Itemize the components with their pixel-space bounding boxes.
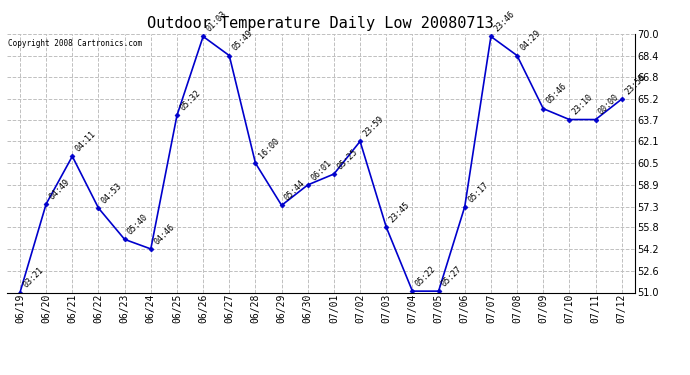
Text: 23:46: 23:46 bbox=[492, 10, 516, 34]
Text: Copyright 2008 Cartronics.com: Copyright 2008 Cartronics.com bbox=[8, 39, 142, 48]
Text: 05:32: 05:32 bbox=[178, 88, 202, 112]
Text: 05:46: 05:46 bbox=[544, 82, 569, 106]
Text: 04:11: 04:11 bbox=[74, 129, 98, 153]
Text: 06:01: 06:01 bbox=[309, 158, 333, 182]
Text: 05:22: 05:22 bbox=[414, 264, 438, 288]
Text: 05:17: 05:17 bbox=[466, 180, 490, 204]
Text: 05:49: 05:49 bbox=[230, 29, 255, 53]
Text: 01:03: 01:03 bbox=[204, 10, 228, 34]
Text: 23:58: 23:58 bbox=[623, 72, 647, 96]
Text: 23:10: 23:10 bbox=[571, 93, 595, 117]
Text: 05:25: 05:25 bbox=[335, 147, 359, 171]
Text: 03:21: 03:21 bbox=[21, 266, 46, 290]
Title: Outdoor Temperature Daily Low 20080713: Outdoor Temperature Daily Low 20080713 bbox=[148, 16, 494, 31]
Text: 00:00: 00:00 bbox=[597, 93, 621, 117]
Text: 05:44: 05:44 bbox=[283, 178, 307, 203]
Text: 23:59: 23:59 bbox=[362, 114, 386, 138]
Text: 04:46: 04:46 bbox=[152, 222, 176, 246]
Text: 16:00: 16:00 bbox=[257, 136, 281, 160]
Text: 05:27: 05:27 bbox=[440, 264, 464, 288]
Text: 04:49: 04:49 bbox=[48, 177, 72, 201]
Text: 05:40: 05:40 bbox=[126, 213, 150, 237]
Text: 04:29: 04:29 bbox=[518, 29, 542, 53]
Text: 04:53: 04:53 bbox=[100, 181, 124, 205]
Text: 23:45: 23:45 bbox=[388, 200, 412, 224]
